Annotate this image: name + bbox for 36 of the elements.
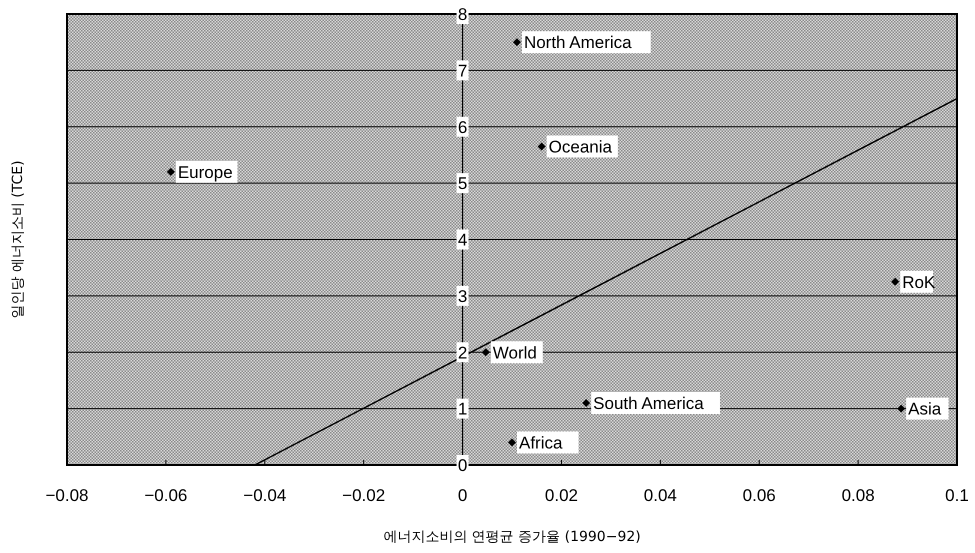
x-tick-label: 0.08 <box>842 486 875 505</box>
point <box>512 38 521 46</box>
point <box>897 404 906 413</box>
y-tick-label: 2 <box>458 343 468 362</box>
y-tick-label: 5 <box>458 174 468 194</box>
data-label: Africa <box>519 433 563 452</box>
x-tick-label: −0.06 <box>144 486 188 505</box>
y-tick-label: 1 <box>458 400 468 419</box>
x-tick-label: −0.02 <box>342 486 386 505</box>
point <box>166 168 175 176</box>
x-tick-label: 0.06 <box>742 486 776 505</box>
y-tick-label: 4 <box>458 230 468 250</box>
y-tick-label: 8 <box>458 5 468 24</box>
point <box>891 278 900 286</box>
x-tick-label: −0.08 <box>45 486 89 505</box>
point <box>582 398 590 407</box>
y-tick-label: 6 <box>458 118 468 137</box>
data-label: North America <box>524 33 632 52</box>
data-label: Europe <box>178 162 233 182</box>
point <box>508 438 516 446</box>
data-label: Oceania <box>548 137 613 156</box>
x-tick-label: 0.02 <box>544 486 578 505</box>
y-tick-label: 7 <box>458 61 468 80</box>
point <box>482 348 490 356</box>
x-tick-label: 0.1 <box>945 486 969 505</box>
data-label: World <box>492 343 537 362</box>
x-tick-label: −0.04 <box>243 486 286 505</box>
y-axis-title: 일인당 에너지소비 (TCE) <box>10 160 26 319</box>
x-axis-title: 에너지소비의 연평균 증가율 (1990−92) <box>383 529 641 545</box>
data-label: RoK <box>902 272 936 292</box>
y-tick-label: 3 <box>458 286 468 306</box>
data-label: South America <box>593 394 704 413</box>
data-label: Asia <box>908 400 942 419</box>
y-tick-label: 0 <box>458 456 468 475</box>
x-tick-label: 0.04 <box>644 486 677 505</box>
point <box>538 142 546 150</box>
